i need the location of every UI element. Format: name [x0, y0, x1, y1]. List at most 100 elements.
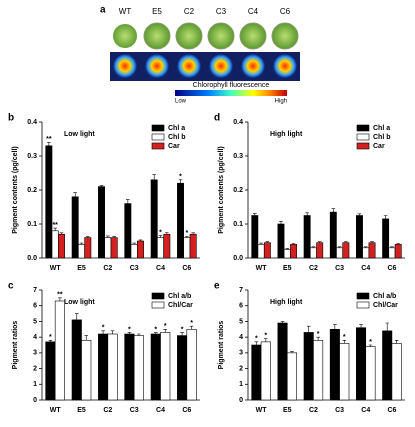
- panel-title: Low light: [64, 299, 95, 306]
- error-bar: [337, 246, 342, 248]
- bar: [189, 233, 197, 259]
- bar: [339, 343, 350, 401]
- y-tick-label: 5: [33, 318, 37, 325]
- significance: *: [190, 320, 193, 327]
- colorbar-high: High: [275, 99, 287, 105]
- error-bar: [305, 212, 309, 216]
- error-bar: [311, 246, 316, 248]
- panel-label: b: [8, 113, 14, 124]
- sample-label: WT: [119, 7, 132, 16]
- y-tick-label: 2: [239, 365, 243, 372]
- y-tick-label: 0.2: [233, 187, 243, 194]
- error-bar: [396, 243, 400, 245]
- y-axis-label: Pigment ratios: [12, 321, 19, 370]
- legend-label: Chl/Car: [373, 302, 398, 309]
- y-tick-label: 7: [33, 287, 37, 294]
- fluorescence-strip: [110, 52, 300, 81]
- y-tick-label: 1: [239, 381, 243, 388]
- x-tick-label: C3: [130, 407, 139, 414]
- y-tick-label: 0.4: [233, 119, 243, 126]
- error-bar: [259, 242, 263, 245]
- x-tick-label: C4: [361, 265, 370, 272]
- error-bar: [58, 297, 62, 301]
- significance: *: [164, 323, 167, 330]
- y-tick-label: 0.2: [27, 187, 37, 194]
- error-bar: [86, 236, 90, 238]
- significance: *: [159, 229, 162, 236]
- error-bar: [152, 174, 156, 180]
- error-bar: [342, 339, 347, 344]
- bar: [163, 233, 171, 259]
- legend-swatch: [151, 142, 165, 150]
- legend-swatch: [151, 301, 165, 309]
- sample-label: C6: [280, 7, 291, 16]
- x-tick-label: WT: [256, 265, 268, 272]
- legend-label: Car: [168, 143, 180, 150]
- bar: [277, 322, 288, 401]
- bar: [303, 215, 311, 259]
- bar: [316, 242, 324, 259]
- bar: [177, 335, 188, 401]
- error-bar: [110, 330, 115, 334]
- bar: [391, 343, 402, 401]
- bar: [110, 237, 118, 259]
- fluorescence-image: [209, 54, 233, 78]
- y-tick-label: 0: [33, 397, 37, 404]
- error-bar: [317, 241, 322, 243]
- bar: [394, 244, 402, 259]
- error-bar: [163, 328, 168, 333]
- error-bar: [99, 185, 104, 187]
- error-bar: [191, 232, 195, 235]
- bar: [260, 341, 271, 401]
- error-bar: [185, 235, 189, 238]
- fluorescence-image: [241, 54, 265, 78]
- error-bar: [53, 227, 57, 231]
- bar: [365, 346, 376, 401]
- error-bar: [290, 350, 294, 353]
- legend-label: Chl a: [373, 125, 390, 132]
- error-bar: [165, 232, 169, 235]
- error-bar: [344, 241, 348, 243]
- x-tick-label: C6: [387, 265, 396, 272]
- y-tick-label: 3: [33, 350, 37, 357]
- bar: [71, 319, 82, 401]
- bar: [329, 328, 340, 401]
- bar: [329, 211, 337, 259]
- panel-label: c: [8, 281, 14, 292]
- significance: **: [46, 136, 52, 143]
- significance: *: [369, 339, 372, 346]
- error-bar: [138, 239, 143, 241]
- culture-photo: [111, 22, 139, 50]
- error-bar: [74, 313, 79, 320]
- y-tick-label: 0.0: [233, 255, 243, 262]
- bar: [124, 333, 135, 401]
- bar: [130, 244, 138, 259]
- error-bar: [331, 208, 336, 213]
- error-bar: [101, 330, 105, 334]
- x-tick-label: C3: [335, 407, 344, 414]
- y-tick-label: 0.1: [27, 221, 37, 228]
- significance: *: [264, 333, 267, 340]
- culture-photo: [207, 22, 235, 50]
- bar: [150, 333, 161, 401]
- error-bar: [48, 339, 53, 342]
- panel-title: High light: [270, 131, 303, 138]
- sample-label: E5: [152, 7, 162, 16]
- bar: [382, 330, 393, 401]
- colorbar: [175, 90, 287, 96]
- error-bar: [180, 332, 184, 336]
- bar: [336, 247, 344, 259]
- y-tick-label: 0.1: [233, 221, 243, 228]
- sample-label: C3: [216, 7, 227, 16]
- error-bar: [363, 246, 368, 248]
- significance: *: [49, 334, 52, 341]
- y-tick-label: 4: [239, 334, 243, 341]
- x-tick-label: C3: [130, 265, 139, 272]
- bar: [277, 223, 285, 259]
- y-tick-label: 5: [239, 318, 243, 325]
- culture-photo: [143, 22, 171, 50]
- bar: [356, 327, 367, 401]
- bar: [160, 332, 171, 401]
- y-tick-label: 0.0: [27, 255, 37, 262]
